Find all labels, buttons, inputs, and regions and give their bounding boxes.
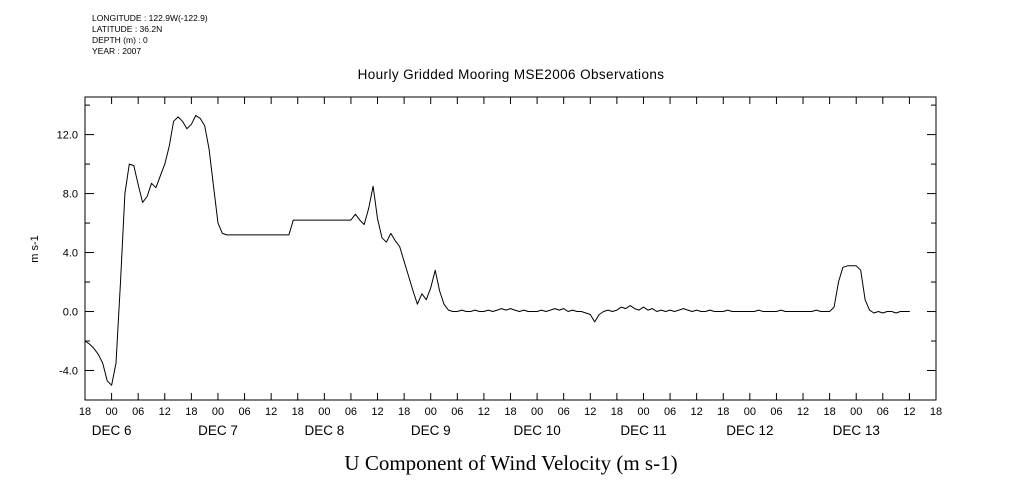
y-tick-label: 8.0 [63, 189, 78, 201]
x-tick-label: 12 [691, 406, 703, 418]
x-tick-label: 00 [744, 406, 756, 418]
y-axis-label: m s-1 [29, 235, 41, 263]
x-tick-label: 18 [79, 406, 91, 418]
chart-title: Hourly Gridded Mooring MSE2006 Observati… [358, 67, 665, 82]
plot-frame [84, 96, 937, 401]
x-day-label: DEC 9 [411, 423, 451, 438]
x-tick-label: 00 [850, 406, 862, 418]
x-tick-label: 06 [770, 406, 782, 418]
latitude-label: LATITUDE : 36.2N [92, 24, 162, 34]
x-tick-label: 00 [637, 406, 649, 418]
x-tick-label: 06 [345, 406, 357, 418]
x-tick-label: 18 [504, 406, 516, 418]
y-tick-label: 12.0 [57, 130, 78, 142]
x-tick-label: 18 [717, 406, 729, 418]
x-tick-label: 18 [611, 406, 623, 418]
x-tick-label: 12 [797, 406, 809, 418]
x-day-label: DEC 8 [304, 423, 344, 438]
y-tick-label: 4.0 [63, 248, 78, 260]
x-tick-label: 12 [478, 406, 490, 418]
x-tick-label: 18 [292, 406, 304, 418]
plot-area: 18 00 06 12 18 00 06 12 18 00 06 12 18 00 06 12 18 00 06 12… [57, 97, 942, 438]
x-day-label: DEC 13 [833, 423, 880, 438]
x-tick-label: 12 [903, 406, 915, 418]
x-day-label: DEC 7 [198, 423, 238, 438]
x-tick-label: 00 [425, 406, 437, 418]
x-day-label: DEC 10 [513, 423, 560, 438]
metadata-block: LONGITUDE : 122.9W(-122.9) LATITUDE : 36… [92, 13, 208, 56]
x-tick-label: 06 [877, 406, 889, 418]
data-line-u-wind-velocity [84, 114, 910, 386]
x-tick-label: 00 [531, 406, 543, 418]
x-tick-label: 12 [159, 406, 171, 418]
x-day-label: DEC 12 [726, 423, 773, 438]
x-tick-label: 18 [824, 406, 836, 418]
longitude-label: LONGITUDE : 122.9W(-122.9) [92, 13, 208, 23]
x-tick-label: 12 [584, 406, 596, 418]
x-tick-label: 06 [238, 406, 250, 418]
x-tick-label: 18 [930, 406, 942, 418]
x-tick-label: 12 [265, 406, 277, 418]
x-tick-label: 12 [371, 406, 383, 418]
x-tick-label: 06 [664, 406, 676, 418]
x-day-label: DEC 6 [92, 423, 132, 438]
x-tick-label: 06 [451, 406, 463, 418]
y-tick-label: -4.0 [59, 366, 78, 378]
x-tick-label: 18 [398, 406, 410, 418]
x-tick-label: 00 [212, 406, 224, 418]
x-tick-label: 18 [185, 406, 197, 418]
x-tick-label: 00 [318, 406, 330, 418]
x-axis-title: U Component of Wind Velocity (m s-1) [344, 451, 677, 475]
x-tick-label: 00 [105, 406, 117, 418]
x-tick-label: 06 [558, 406, 570, 418]
x-tick-label: 06 [132, 406, 144, 418]
depth-label: DEPTH (m) : 0 [92, 35, 148, 45]
y-tick-label: 0.0 [63, 307, 78, 319]
x-day-label: DEC 11 [620, 423, 666, 438]
year-label: YEAR : 2007 [92, 46, 141, 56]
